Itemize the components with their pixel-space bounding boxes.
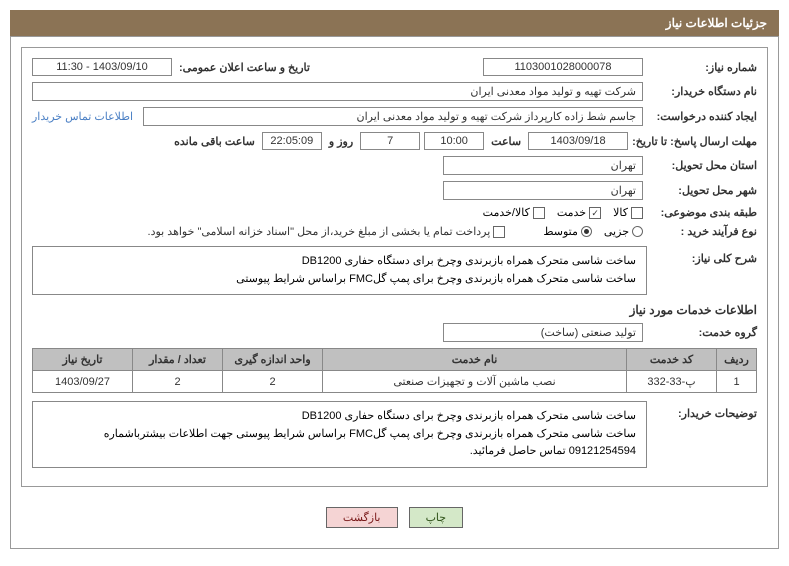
radio-icon: [581, 226, 592, 237]
row-buyer-remarks: توضیحات خریدار: ساخت شاسی متحرک همراه با…: [32, 401, 757, 468]
need-number-label: شماره نیاز:: [647, 61, 757, 74]
check-icon: [631, 207, 643, 219]
header-bar: جزئیات اطلاعات نیاز: [10, 10, 779, 36]
payment-note-check: پرداخت تمام یا بخشی از مبلغ خرید،از محل …: [148, 225, 506, 238]
check-icon: [493, 226, 505, 238]
requester-value: جاسم شط زاده کارپرداز شرکت تهیه و تولید …: [143, 107, 643, 126]
remaining-label: ساعت باقی مانده: [174, 135, 255, 148]
cat-goods-label: کالا: [613, 206, 628, 219]
deadline-label: مهلت ارسال پاسخ: تا تاریخ:: [632, 135, 757, 148]
row-general-desc: شرح کلی نیاز: ساخت شاسی متحرک همراه بازب…: [32, 246, 757, 295]
cat-goods-service-label: کالا/خدمت: [483, 206, 530, 219]
countdown: 22:05:09: [262, 132, 322, 150]
services-section-title: اطلاعات خدمات مورد نیاز: [32, 303, 757, 317]
service-group-label: گروه خدمت:: [647, 326, 757, 339]
time-label: ساعت: [491, 135, 521, 148]
remarks-line1: ساخت شاسی متحرک همراه بازبرندی وچرخ برای…: [43, 408, 636, 426]
province-value: تهران: [443, 156, 643, 175]
th-date: تاریخ نیاز: [33, 349, 133, 371]
row-buyer-org: نام دستگاه خریدار: شرکت تهیه و تولید موا…: [32, 82, 757, 101]
days-value: 7: [360, 132, 420, 150]
city-label: شهر محل تحویل:: [647, 184, 757, 197]
city-value: تهران: [443, 181, 643, 200]
row-deadline: مهلت ارسال پاسخ: تا تاریخ: 1403/09/18 سا…: [32, 132, 757, 150]
general-desc-label: شرح کلی نیاز:: [647, 246, 757, 295]
button-row: چاپ بازگشت: [21, 497, 768, 538]
checkbox-goods[interactable]: کالا: [613, 206, 643, 219]
buyer-remarks-label: توضیحات خریدار:: [647, 401, 757, 468]
process-medium-label: متوسط: [543, 225, 578, 238]
header-title: جزئیات اطلاعات نیاز: [666, 16, 767, 30]
cell-qty: 2: [133, 371, 223, 393]
announce-datetime-label: تاریخ و ساعت اعلان عمومی:: [179, 61, 310, 74]
buyer-org-value: شرکت تهیه و تولید مواد معدنی ایران: [32, 82, 643, 101]
process-radios: جزیی متوسط: [543, 225, 643, 238]
cat-service-label: خدمت: [557, 206, 586, 219]
announce-datetime-value: 1403/09/10 - 11:30: [32, 58, 172, 76]
content-wrapper: شماره نیاز: 1103001028000078 تاریخ و ساع…: [10, 36, 779, 549]
category-checkboxes: کالا خدمت کالا/خدمت: [483, 206, 643, 219]
row-category: طبقه بندی موضوعی: کالا خدمت کالا/خدمت: [32, 206, 757, 219]
deadline-date: 1403/09/18: [528, 132, 628, 150]
row-requester: ایجاد کننده درخواست: جاسم شط زاده کارپرد…: [32, 107, 757, 126]
remarks-line2: ساخت شاسی متحرک همراه بازبرندی وچرخ برای…: [43, 426, 636, 461]
th-qty: تعداد / مقدار: [133, 349, 223, 371]
check-icon: [589, 207, 601, 219]
buyer-org-label: نام دستگاه خریدار:: [647, 85, 757, 98]
checkbox-goods-service[interactable]: کالا/خدمت: [483, 206, 545, 219]
back-button[interactable]: بازگشت: [326, 507, 398, 528]
process-partial-label: جزیی: [604, 225, 629, 238]
payment-note: پرداخت تمام یا بخشی از مبلغ خرید،از محل …: [148, 225, 491, 238]
cell-num: 1: [717, 371, 757, 393]
buyer-remarks-area: ساخت شاسی متحرک همراه بازبرندی وچرخ برای…: [32, 401, 647, 468]
table-row: 1 پ-33-332 نصب ماشین آلات و تجهیزات صنعت…: [33, 371, 757, 393]
deadline-time: 10:00: [424, 132, 484, 150]
th-row: ردیف: [717, 349, 757, 371]
print-button[interactable]: چاپ: [409, 507, 464, 528]
days-label: روز و: [329, 135, 353, 148]
desc-line1: ساخت شاسی متحرک همراه بازبرندی وچرخ برای…: [43, 253, 636, 271]
desc-line2: ساخت شاسی متحرک همراه بازبرندی وچرخ برای…: [43, 271, 636, 289]
requester-label: ایجاد کننده درخواست:: [647, 110, 757, 123]
service-group-value: تولید صنعتی (ساخت): [443, 323, 643, 342]
category-label: طبقه بندی موضوعی:: [647, 206, 757, 219]
row-city: شهر محل تحویل: تهران: [32, 181, 757, 200]
th-code: کد خدمت: [627, 349, 717, 371]
th-unit: واحد اندازه گیری: [223, 349, 323, 371]
th-name: نام خدمت: [323, 349, 627, 371]
province-label: استان محل تحویل:: [647, 159, 757, 172]
row-need-number: شماره نیاز: 1103001028000078 تاریخ و ساع…: [32, 58, 757, 76]
cell-unit: 2: [223, 371, 323, 393]
buyer-contact-link[interactable]: اطلاعات تماس خریدار: [32, 110, 133, 123]
cell-date: 1403/09/27: [33, 371, 133, 393]
radio-medium[interactable]: متوسط: [543, 225, 592, 238]
services-table: ردیف کد خدمت نام خدمت واحد اندازه گیری ت…: [32, 348, 757, 393]
radio-icon: [632, 226, 643, 237]
row-service-group: گروه خدمت: تولید صنعتی (ساخت): [32, 323, 757, 342]
row-province: استان محل تحویل: تهران: [32, 156, 757, 175]
cell-code: پ-33-332: [627, 371, 717, 393]
general-desc-area: ساخت شاسی متحرک همراه بازبرندی وچرخ برای…: [32, 246, 647, 295]
row-process-type: نوع فرآیند خرید : جزیی متوسط پرداخت تمام…: [32, 225, 757, 238]
main-form-box: شماره نیاز: 1103001028000078 تاریخ و ساع…: [21, 47, 768, 487]
need-number-value: 1103001028000078: [483, 58, 643, 76]
checkbox-service[interactable]: خدمت: [557, 206, 601, 219]
process-type-label: نوع فرآیند خرید :: [647, 225, 757, 238]
cell-name: نصب ماشین آلات و تجهیزات صنعتی: [323, 371, 627, 393]
check-icon: [533, 207, 545, 219]
radio-partial[interactable]: جزیی: [604, 225, 643, 238]
